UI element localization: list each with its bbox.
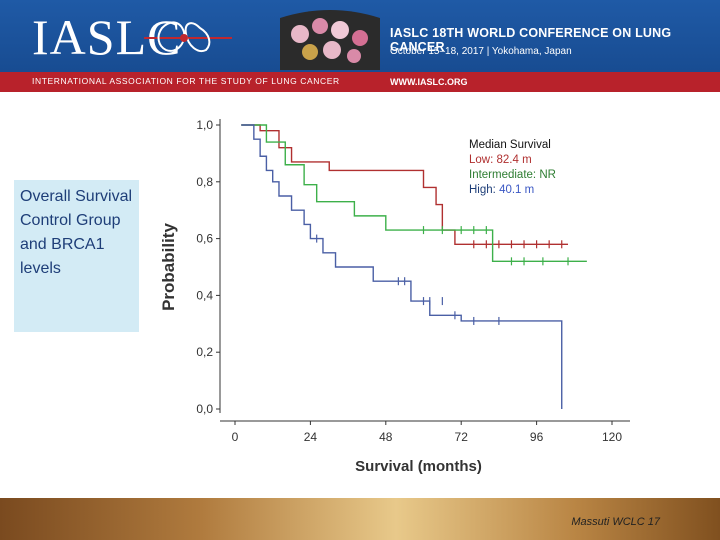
y-tick-label: 0,8 bbox=[196, 175, 213, 189]
y-tick-label: 0,2 bbox=[196, 345, 213, 359]
legend-title: Median Survival bbox=[469, 139, 551, 151]
y-tick-label: 0,4 bbox=[196, 288, 213, 302]
conference-website[interactable]: WWW.IASLC.ORG bbox=[390, 77, 468, 87]
chart-axes bbox=[219, 119, 630, 422]
x-tick-label: 48 bbox=[379, 430, 393, 444]
x-tick-label: 24 bbox=[304, 430, 318, 444]
y-tick-label: 0,0 bbox=[196, 402, 213, 416]
org-name: INTERNATIONAL ASSOCIATION FOR THE STUDY … bbox=[32, 76, 340, 86]
median-survival-legend: Median Survival Low: 82.4 m Intermediate… bbox=[469, 138, 556, 198]
y-tick-label: 0,6 bbox=[196, 232, 213, 246]
conference-title: IASLC 18TH WORLD CONFERENCE ON LUNG CANC… bbox=[390, 26, 672, 54]
header-strip bbox=[0, 72, 720, 92]
y-ticks: 0,0 0,2 0,4 0,6 0,8 1,0 bbox=[196, 118, 220, 416]
x-ticks: 0 24 48 72 96 120 bbox=[232, 421, 622, 444]
legend-high-label: High: bbox=[469, 184, 496, 196]
x-tick-label: 0 bbox=[232, 430, 239, 444]
legend-intermediate: Intermediate: NR bbox=[469, 169, 556, 181]
lung-emblem-icon bbox=[144, 21, 232, 52]
y-axis-label: Probability bbox=[159, 223, 178, 311]
x-axis-label: Survival (months) bbox=[355, 458, 482, 475]
y-tick-label: 1,0 bbox=[196, 118, 213, 132]
slide-caption-box: Overall Survival Control Group and BRCA1… bbox=[14, 180, 139, 332]
legend-high: High: 40.1 m bbox=[469, 183, 556, 198]
footer-band: Massuti WCLC 17 bbox=[0, 498, 720, 540]
flower-fan-icon bbox=[280, 10, 380, 70]
x-tick-label: 120 bbox=[602, 430, 622, 444]
legend-high-value: 40.1 m bbox=[499, 184, 535, 196]
conference-header: IASLC INTERNATIONAL ASSOCIATION FOR THE … bbox=[0, 0, 720, 92]
x-tick-label: 96 bbox=[530, 430, 544, 444]
footer-credit: Massuti WCLC 17 bbox=[571, 516, 660, 528]
x-tick-label: 72 bbox=[455, 430, 469, 444]
conference-dates: October 15–18, 2017 | Yokohama, Japan bbox=[390, 46, 572, 57]
survival-chart: 0,0 0,2 0,4 0,6 0,8 1,0 0 24 48 72 96 120 Probabil… bbox=[159, 118, 630, 475]
curve-intermediate bbox=[241, 124, 587, 263]
slide-caption: Overall Survival Control Group and BRCA1… bbox=[20, 188, 133, 277]
survival-curves bbox=[241, 124, 587, 409]
legend-low: Low: 82.4 m bbox=[469, 154, 532, 166]
